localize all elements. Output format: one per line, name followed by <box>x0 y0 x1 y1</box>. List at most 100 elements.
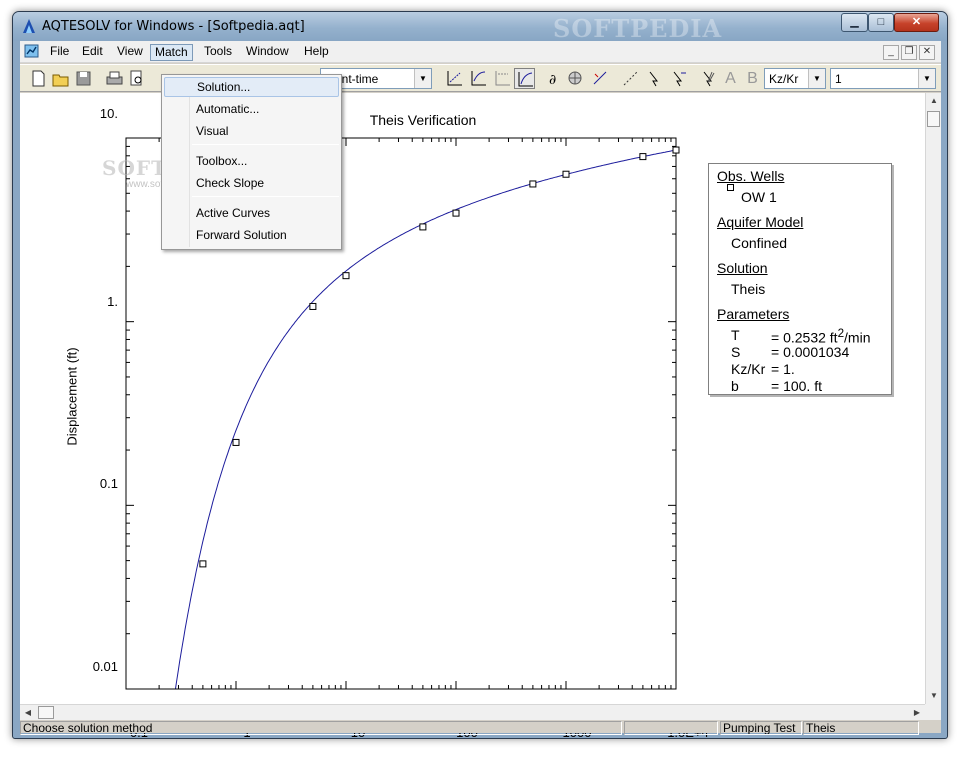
aqtesolv-app-icon <box>23 19 35 33</box>
window-title: AQTESOLV for Windows - [Softpedia.aqt] <box>42 19 305 34</box>
menu-window[interactable]: Window <box>246 44 289 58</box>
param-value-text: = 0.2532 ft <box>771 329 838 346</box>
menu-item-check-slope[interactable]: Check Slope <box>196 176 265 190</box>
label-b-button[interactable]: B <box>747 70 758 87</box>
data-point <box>639 153 647 161</box>
dashed-line-icon[interactable] <box>620 68 641 89</box>
scroll-right-icon[interactable]: ▶ <box>913 708 921 717</box>
data-point <box>529 180 537 188</box>
open-folder-icon[interactable] <box>50 68 71 89</box>
menu-item-automatic[interactable]: Automatic... <box>196 102 260 116</box>
semilog-axes-icon[interactable] <box>468 68 489 89</box>
menu-tools[interactable]: Tools <box>204 44 233 58</box>
menu-help[interactable]: Help <box>304 44 329 58</box>
chart-title: Theis Verification <box>369 112 477 128</box>
solution-value: Theis <box>731 281 766 297</box>
pointer-line-icon[interactable] <box>644 68 665 89</box>
param-value: = 100. ft <box>771 378 822 394</box>
legend-panel: Obs. Wells OW 1 Aquifer Model Confined S… <box>708 163 892 395</box>
client-area: File Edit View Match Tools Window Help _… <box>20 41 941 738</box>
param-value: = 1. <box>771 361 795 377</box>
menu-item-visual[interactable]: Visual <box>196 124 229 138</box>
legend-well-label: OW 1 <box>741 189 777 205</box>
minimize-button[interactable]: ▁ <box>841 13 868 32</box>
data-point <box>342 272 350 280</box>
linear-axes-icon[interactable] <box>444 68 465 89</box>
solution-header: Solution <box>717 260 768 276</box>
document-icon[interactable] <box>24 44 40 59</box>
scroll-up-icon[interactable]: ▲ <box>930 96 938 105</box>
derivative-icon[interactable]: ∂ <box>543 68 564 89</box>
param-value: = 0.2532 ft2/min <box>771 327 871 346</box>
title-bar[interactable]: AQTESOLV for Windows - [Softpedia.aqt] S… <box>13 12 947 43</box>
grid-globe-icon[interactable] <box>565 68 586 89</box>
close-button[interactable]: ✕ <box>894 13 939 32</box>
menu-item-solution[interactable]: Solution... <box>164 77 339 97</box>
softpedia-watermark: SOFTPEDIA <box>553 14 723 43</box>
mdi-close-button[interactable]: ✕ <box>919 45 935 60</box>
parameter-select[interactable]: Kz/Kr ▼ <box>764 68 826 89</box>
vertical-scrollbar[interactable]: ▲ ▼ <box>925 93 941 704</box>
param-value: = 0.0001034 <box>771 344 850 360</box>
menu-item-active-curves[interactable]: Active Curves <box>196 206 271 220</box>
scroll-left-icon[interactable]: ◀ <box>24 708 32 717</box>
data-point <box>452 209 460 217</box>
label-a-button[interactable]: A <box>725 70 736 87</box>
data-point <box>419 223 427 231</box>
obs-wells-header: Obs. Wells <box>717 168 785 184</box>
param-name: b <box>731 378 739 394</box>
match-curve-icon[interactable] <box>590 68 611 89</box>
theis-fit-curve <box>175 149 677 689</box>
param-name: S <box>731 344 741 360</box>
log-log-axes-icon[interactable] <box>514 68 535 89</box>
horizontal-scroll-thumb[interactable] <box>38 706 54 719</box>
pointer-fan-icon[interactable] <box>698 68 719 89</box>
toolbar: ment-time ▼ ∂ <box>20 64 941 92</box>
menu-item-toolbox[interactable]: Toolbox... <box>196 154 248 168</box>
maximize-button[interactable]: □ <box>868 13 894 32</box>
save-icon[interactable] <box>73 68 94 89</box>
menu-edit[interactable]: Edit <box>82 44 103 58</box>
menu-gutter <box>189 77 190 247</box>
status-test-type: Pumping Test <box>720 721 802 735</box>
horizontal-scrollbar[interactable]: ◀ ▶ <box>20 704 925 720</box>
mdi-restore-button[interactable]: ❐ <box>901 45 917 60</box>
menu-file[interactable]: File <box>50 44 70 58</box>
parameter-value: Kz/Kr <box>769 72 799 86</box>
chevron-down-icon: ▼ <box>918 69 935 88</box>
pointer-curve-icon[interactable] <box>668 68 689 89</box>
data-point <box>199 560 207 568</box>
menu-item-forward-solution[interactable]: Forward Solution <box>196 228 287 242</box>
chevron-down-icon: ▼ <box>808 69 825 88</box>
chevron-down-icon: ▼ <box>414 69 431 88</box>
aquifer-model-value: Confined <box>731 235 788 251</box>
app-window: AQTESOLV for Windows - [Softpedia.aqt] S… <box>12 11 948 739</box>
param-name: T <box>731 327 740 343</box>
index-select[interactable]: 1 ▼ <box>830 68 936 89</box>
print-icon[interactable] <box>104 68 125 89</box>
data-point <box>309 302 317 310</box>
menu-match[interactable]: Match <box>150 44 193 61</box>
match-menu-dropdown: Solution... Automatic... Visual Toolbox.… <box>161 74 342 250</box>
status-solution: Theis <box>803 721 919 735</box>
status-cell-empty <box>624 721 718 735</box>
data-point <box>672 146 680 154</box>
vertical-scroll-thumb[interactable] <box>927 111 940 127</box>
svg-text:∂: ∂ <box>549 72 556 88</box>
status-message: Choose solution method <box>20 721 622 735</box>
chart-svg[interactable] <box>20 93 925 704</box>
plot-frame <box>125 137 677 690</box>
square-marker-icon <box>727 184 734 191</box>
menu-separator <box>192 144 339 145</box>
new-file-icon[interactable] <box>28 68 49 89</box>
mdi-minimize-button[interactable]: _ <box>883 45 899 60</box>
scroll-corner <box>925 704 941 720</box>
print-preview-icon[interactable] <box>126 68 147 89</box>
menu-view[interactable]: View <box>117 44 143 58</box>
y-tick-label: 0.01 <box>92 659 118 674</box>
parameters-header: Parameters <box>717 306 790 322</box>
scroll-down-icon[interactable]: ▼ <box>930 691 938 700</box>
log-linear-axes-icon[interactable] <box>492 68 513 89</box>
menu-bar: File Edit View Match Tools Window Help _… <box>20 41 941 63</box>
data-point <box>562 170 570 178</box>
